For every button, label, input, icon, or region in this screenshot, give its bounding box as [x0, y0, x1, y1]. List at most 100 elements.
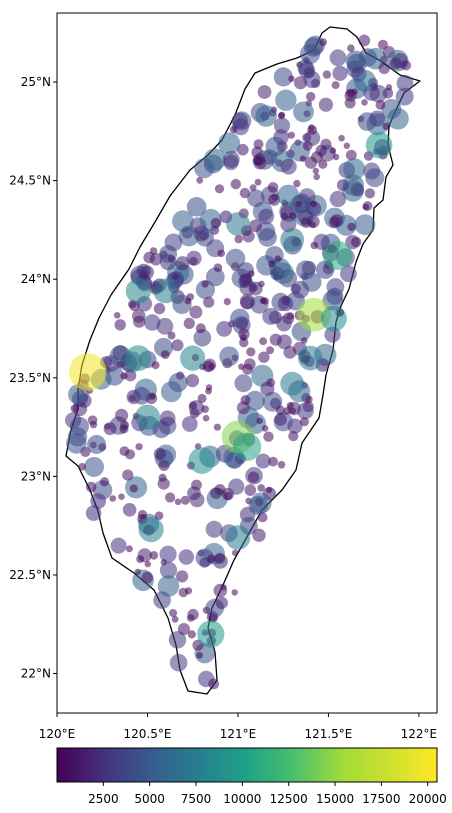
station-marker: [343, 142, 350, 149]
station-marker-large: [153, 278, 178, 304]
station-marker: [205, 267, 225, 287]
station-marker: [329, 190, 347, 208]
station-marker: [118, 493, 125, 500]
station-marker: [207, 554, 216, 563]
station-marker: [400, 60, 412, 71]
station-marker: [289, 212, 297, 220]
station-marker: [171, 615, 179, 623]
station-marker-large: [232, 432, 262, 461]
station-marker: [151, 361, 160, 370]
station-marker: [120, 372, 128, 380]
station-marker: [78, 463, 86, 471]
station-marker: [90, 493, 107, 509]
station-marker: [278, 111, 286, 119]
station-marker: [122, 469, 134, 481]
station-marker: [159, 545, 177, 563]
station-marker: [275, 89, 297, 111]
station-marker: [250, 492, 272, 514]
station-marker: [185, 374, 200, 388]
station-marker: [186, 250, 202, 266]
station-marker: [254, 178, 262, 186]
station-marker: [395, 87, 414, 106]
station-marker: [248, 281, 263, 296]
station-marker: [274, 413, 287, 426]
station-marker: [189, 492, 205, 508]
station-marker: [85, 505, 102, 521]
station-marker: [103, 355, 120, 372]
station-marker: [318, 159, 328, 169]
station-marker: [216, 321, 233, 337]
station-marker: [291, 280, 310, 299]
station-markers: [65, 34, 414, 690]
station-marker: [196, 651, 203, 659]
y-tick-label: 25°N: [21, 75, 51, 89]
station-marker: [275, 405, 285, 415]
station-marker: [203, 148, 226, 171]
station-marker: [304, 156, 318, 169]
station-marker: [304, 130, 321, 146]
station-marker: [167, 331, 176, 340]
station-marker: [293, 101, 314, 123]
station-marker: [119, 424, 129, 434]
station-marker-large: [125, 278, 151, 304]
station-marker: [263, 431, 274, 442]
station-marker: [312, 167, 319, 175]
station-marker: [378, 62, 391, 75]
station-marker: [342, 174, 364, 196]
station-marker: [396, 74, 414, 92]
station-marker: [234, 374, 253, 393]
station-marker: [249, 184, 257, 192]
station-marker-large: [138, 517, 164, 543]
station-marker: [160, 350, 170, 359]
station-marker: [122, 503, 137, 517]
station-marker: [299, 417, 309, 427]
station-marker: [154, 511, 164, 520]
station-marker: [240, 296, 254, 310]
station-marker: [293, 179, 301, 188]
station-marker: [113, 312, 121, 319]
station-marker: [180, 495, 190, 505]
station-marker: [197, 393, 207, 403]
station-marker: [345, 149, 357, 161]
station-marker: [266, 346, 275, 355]
station-marker: [247, 471, 260, 483]
station-marker: [225, 248, 246, 269]
station-marker: [295, 200, 302, 208]
station-marker: [159, 410, 176, 427]
station-marker-large: [188, 447, 216, 474]
station-marker: [319, 38, 328, 46]
station-marker: [215, 596, 228, 610]
station-marker-large: [298, 345, 323, 371]
station-marker: [258, 228, 277, 247]
station-marker: [176, 570, 189, 583]
station-marker: [307, 125, 318, 135]
station-marker-large: [365, 131, 393, 159]
station-marker-large: [197, 620, 225, 648]
station-marker: [168, 631, 187, 649]
station-marker: [272, 262, 295, 285]
station-marker: [84, 456, 104, 477]
station-marker: [255, 105, 277, 127]
station-marker: [357, 112, 377, 131]
y-axis-ticks: 22°N 22.5°N 23°N 23.5°N 24°N 24.5°N 25°N: [9, 75, 57, 681]
station-marker: [387, 108, 409, 130]
station-marker: [201, 280, 209, 288]
station-marker: [153, 302, 166, 315]
station-marker: [196, 176, 204, 184]
station-marker: [219, 346, 240, 367]
station-marker: [231, 589, 238, 596]
station-marker: [137, 509, 148, 520]
station-marker: [87, 415, 98, 426]
station-marker: [277, 334, 292, 350]
station-marker: [261, 297, 270, 305]
colorbar-ticks: 2500 5000 7500 10000 12500 15000 17500 20000: [88, 782, 447, 806]
station-marker: [237, 143, 249, 156]
station-marker: [332, 65, 348, 81]
station-marker: [132, 309, 146, 323]
station-marker: [268, 260, 276, 268]
station-marker: [87, 435, 107, 454]
station-marker: [338, 134, 345, 142]
station-marker: [213, 583, 228, 598]
station-marker: [114, 319, 126, 331]
station-marker: [332, 153, 340, 161]
